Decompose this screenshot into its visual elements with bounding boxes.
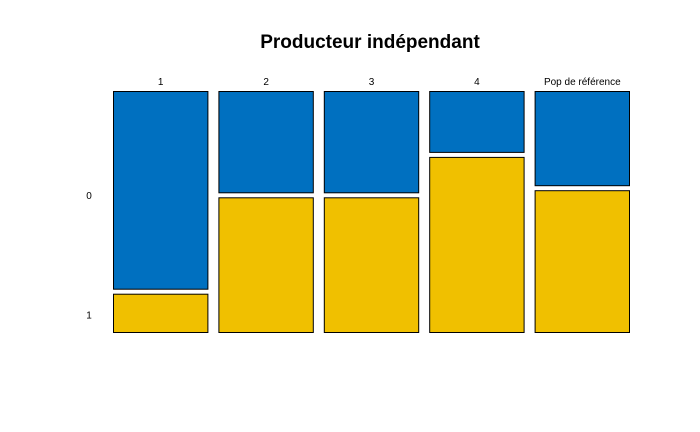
tile-3-row-1 xyxy=(323,197,420,333)
row-label-1: 1 xyxy=(86,310,92,321)
tile-4-row-0 xyxy=(429,91,525,153)
chart-title: Producteur indépendant xyxy=(260,32,480,53)
tile-3-row-0 xyxy=(323,91,420,194)
mosaic-tiles xyxy=(113,91,630,334)
column-label-1: 1 xyxy=(158,77,164,88)
tile-pop-de-reference-row-0 xyxy=(534,91,630,187)
tile-1-row-1 xyxy=(113,293,209,334)
row-labels: 01 xyxy=(86,191,92,321)
column-labels: 1 2 3 4 Pop de référence xyxy=(158,77,621,88)
tile-1-row-0 xyxy=(113,91,209,290)
tile-2-row-0 xyxy=(218,91,314,194)
column-label-3: 3 xyxy=(369,77,375,88)
column-label-4: 4 xyxy=(474,77,480,88)
tile-4-row-1 xyxy=(429,156,525,333)
column-label-pop-de-reference: Pop de référence xyxy=(544,77,621,88)
tile-2-row-1 xyxy=(218,197,314,333)
column-label-2: 2 xyxy=(263,77,269,88)
row-label-0: 0 xyxy=(86,191,92,202)
tile-pop-de-reference-row-1 xyxy=(534,190,630,333)
